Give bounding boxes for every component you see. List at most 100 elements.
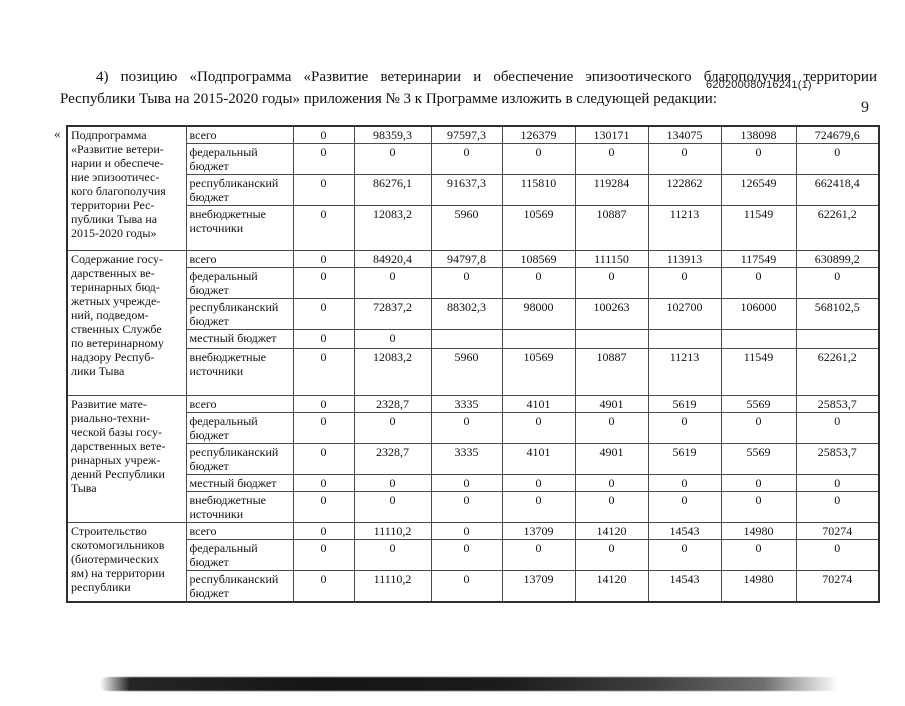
value-cell: 0 [720, 412, 797, 444]
budget-type-cell: федеральный бюджет [185, 539, 294, 571]
value-cell: 0 [574, 143, 649, 175]
value-cell: 0 [795, 267, 880, 299]
value-cell: 568102,5 [795, 298, 880, 330]
value-cell: 4901 [574, 443, 649, 475]
value-cell: 11549 [720, 205, 797, 251]
value-cell: 13709 [501, 522, 576, 540]
value-cell: 62261,2 [795, 348, 880, 396]
value-cell: 0 [647, 143, 722, 175]
table-row: Содержание госу- дарственных ве- теринар… [66, 250, 880, 396]
value-cell: 14120 [574, 570, 649, 603]
table-row: республиканский бюджет 0 86276,1 91637,3 115… [67, 174, 880, 206]
document-page: { "page": { "doc_number": "620200080/162… [0, 66, 905, 706]
value-cell [795, 329, 880, 349]
table-row: Развитие мате- риально-техни- ческой баз… [66, 395, 880, 523]
value-cell: 106000 [720, 298, 797, 330]
value-cell: 0 [720, 143, 797, 175]
value-cell: 70274 [795, 522, 880, 540]
opening-quote-mark: « [54, 126, 61, 141]
value-cell [430, 329, 503, 349]
value-cell: 88302,3 [430, 298, 503, 330]
value-cell: 11110,2 [353, 570, 432, 603]
budget-type-cell: местный бюджет [185, 474, 294, 492]
value-cell: 14980 [720, 522, 797, 540]
table-row: внебюджетные источники 0 0 0 0 0 0 0 0 [67, 491, 880, 523]
budget-type-cell: федеральный бюджет [185, 412, 294, 444]
group-name-cell: Строительство скотомогильников (биотерми… [66, 522, 187, 603]
value-cell: 138098 [720, 125, 797, 144]
value-cell: 0 [353, 143, 432, 175]
table-row: местный бюджет 0 0 [67, 329, 880, 349]
value-cell: 4101 [501, 395, 576, 413]
value-cell: 2328,7 [353, 395, 432, 413]
value-cell: 113913 [647, 250, 722, 268]
value-cell [647, 329, 722, 349]
value-cell: 0 [430, 474, 503, 492]
value-cell: 0 [292, 522, 355, 540]
budget-type-cell: республиканский бюджет [185, 443, 294, 475]
value-cell: 4901 [574, 395, 649, 413]
value-cell: 72837,2 [353, 298, 432, 330]
table-row: внебюджетные источники 0 12083,2 5960 10569 1… [67, 348, 880, 396]
value-cell: 0 [430, 143, 503, 175]
budget-type-cell: внебюджетные источники [185, 348, 294, 396]
budget-type-cell: внебюджетные источники [185, 491, 294, 523]
value-cell: 0 [353, 539, 432, 571]
value-cell: 84920,4 [353, 250, 432, 268]
value-cell: 0 [292, 143, 355, 175]
budget-type-cell: республиканский бюджет [185, 298, 294, 330]
budget-type-cell: федеральный бюджет [185, 267, 294, 299]
value-cell: 0 [353, 329, 432, 349]
scanner-shadow-artifact [100, 677, 838, 691]
value-cell: 25853,7 [795, 395, 880, 413]
value-cell: 11110,2 [353, 522, 432, 540]
value-cell: 10569 [501, 205, 576, 251]
budget-type-cell: республиканский бюджет [185, 570, 294, 603]
table-row: местный бюджет 0 0 0 0 0 0 0 0 [67, 474, 880, 492]
value-cell: 0 [501, 143, 576, 175]
value-cell: 724679,6 [795, 125, 880, 144]
value-cell: 0 [795, 539, 880, 571]
group-name-cell: Развитие мате- риально-техни- ческой баз… [66, 395, 187, 523]
value-cell: 14543 [647, 570, 722, 603]
value-cell: 0 [430, 539, 503, 571]
value-cell: 94797,8 [430, 250, 503, 268]
value-cell: 5619 [647, 443, 722, 475]
value-cell: 5619 [647, 395, 722, 413]
value-cell: 100263 [574, 298, 649, 330]
value-cell: 0 [720, 474, 797, 492]
value-cell: 10569 [501, 348, 576, 396]
value-cell: 102700 [647, 298, 722, 330]
value-cell: 11549 [720, 348, 797, 396]
value-cell: 14120 [574, 522, 649, 540]
value-cell: 0 [292, 298, 355, 330]
value-cell: 0 [292, 395, 355, 413]
budget-type-cell: республиканский бюджет [185, 174, 294, 206]
value-cell: 62261,2 [795, 205, 880, 251]
value-cell: 0 [430, 491, 503, 523]
value-cell: 662418,4 [795, 174, 880, 206]
value-cell: 0 [795, 474, 880, 492]
value-cell: 14980 [720, 570, 797, 603]
table-row: республиканский бюджет 0 11110,2 0 13709 1412… [67, 570, 880, 603]
value-cell [501, 329, 576, 349]
table-section: « Подпрограмма «Развитие ветери- нарии и… [54, 125, 905, 603]
table-row: республиканский бюджет 0 2328,7 3335 4101 490… [67, 443, 880, 475]
value-cell: 25853,7 [795, 443, 880, 475]
budget-type-cell: всего [185, 395, 294, 413]
value-cell: 0 [501, 412, 576, 444]
value-cell: 0 [720, 491, 797, 523]
value-cell: 12083,2 [353, 348, 432, 396]
value-cell: 111150 [574, 250, 649, 268]
value-cell: 0 [647, 491, 722, 523]
value-cell: 0 [501, 539, 576, 571]
value-cell: 0 [574, 412, 649, 444]
table-row: федеральный бюджет 0 0 0 0 0 0 0 0 [67, 143, 880, 175]
value-cell: 5960 [430, 205, 503, 251]
value-cell: 10887 [574, 205, 649, 251]
value-cell: 0 [292, 443, 355, 475]
value-cell: 0 [501, 491, 576, 523]
value-cell: 2328,7 [353, 443, 432, 475]
value-cell: 0 [292, 539, 355, 571]
budget-type-cell: федеральный бюджет [185, 143, 294, 175]
